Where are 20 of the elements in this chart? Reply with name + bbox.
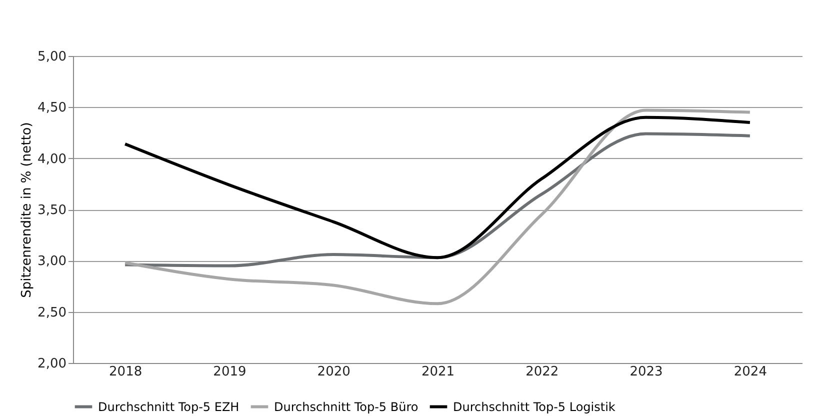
x-tick-label: 2022 (526, 364, 559, 380)
line-series (124, 116, 752, 260)
line-series (124, 108, 752, 306)
x-tick-label: 2023 (630, 364, 663, 380)
x-tick-label: 2021 (421, 364, 455, 380)
y-tick-label: 4,50 (38, 100, 66, 116)
x-tick-label: 2018 (109, 364, 142, 380)
legend-label: Durchschnitt Top-5 Logistik (453, 400, 616, 414)
y-tick-label: 2,00 (38, 356, 66, 372)
x-tick-label: 2019 (213, 364, 246, 380)
y-tick-label: 4,00 (38, 152, 66, 167)
legend-label: Durchschnitt Top-5 EZH (98, 400, 240, 414)
legend-label: Durchschnitt Top-5 Büro (274, 400, 418, 414)
y-tick-label: 3,00 (38, 254, 66, 270)
y-axis-title: Spitzenrendite in % (netto) (20, 122, 35, 298)
x-tick-label: 2024 (734, 364, 767, 380)
y-tick-label: 5,00 (38, 50, 66, 64)
y-tick-label: 3,50 (38, 203, 66, 218)
x-tick-label: 2020 (317, 364, 350, 380)
y-tick-label: 2,50 (38, 305, 66, 320)
